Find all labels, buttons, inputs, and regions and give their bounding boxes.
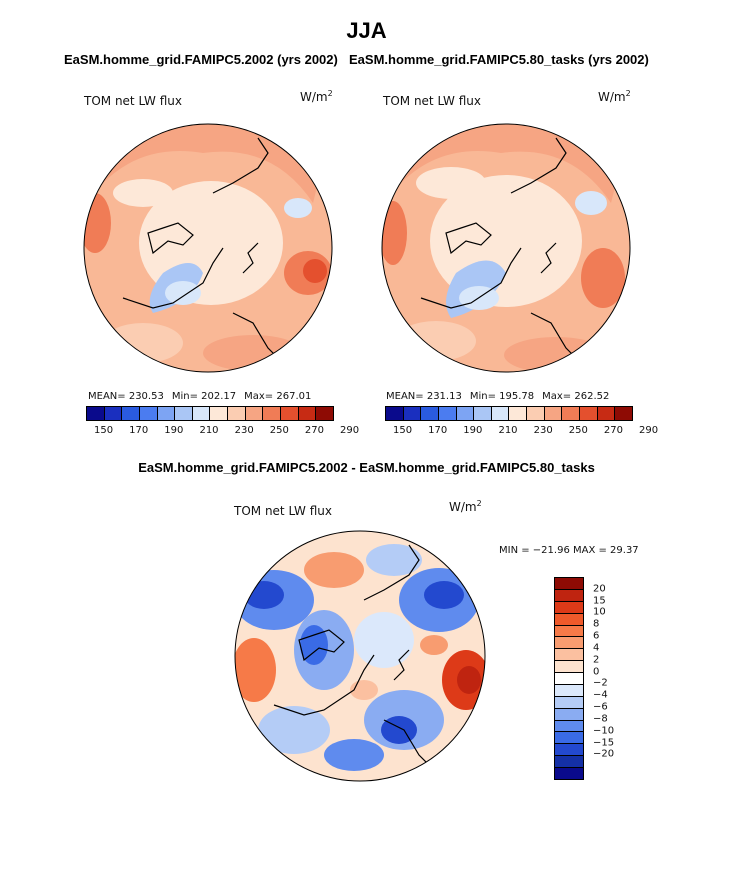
colorbar-swatch — [438, 407, 457, 420]
colorbar-tick-label: −2 — [593, 677, 608, 689]
colorbar-tick-label: 230 — [234, 425, 254, 436]
colorbar-swatch — [555, 649, 583, 662]
colorbar-swatch — [386, 407, 404, 420]
right-colorbar-ticks: 150 170 190 210 230 250 270 290 — [385, 425, 658, 437]
colorbar-swatch — [615, 407, 632, 420]
colorbar-tick-label: 250 — [269, 425, 289, 436]
colorbar-swatch — [555, 720, 583, 733]
colorbar-swatch — [122, 407, 140, 420]
colorbar-swatch — [175, 407, 193, 420]
colorbar-swatch — [555, 696, 583, 709]
colorbar-swatch — [491, 407, 510, 420]
colorbar-tick-label: 10 — [593, 606, 606, 618]
colorbar-tick-label: −4 — [593, 689, 608, 701]
colorbar-tick-label: −15 — [593, 737, 615, 749]
colorbar-swatch — [474, 407, 492, 420]
colorbar-swatch — [544, 407, 563, 420]
colorbar-swatch — [555, 589, 583, 602]
colorbar-swatch — [555, 661, 583, 673]
colorbar-tick-label: 290 — [340, 425, 360, 436]
colorbar-tick-label: 210 — [498, 425, 518, 436]
right-panel-title: EaSM.homme_grid.FAMIPC5.80_tasks (yrs 20… — [349, 52, 649, 67]
colorbar-swatch — [580, 407, 598, 420]
colorbar-tick-label: 170 — [428, 425, 448, 436]
colorbar-tick-label: 170 — [129, 425, 149, 436]
colorbar-swatch — [555, 625, 583, 638]
diff-field-label: TOM net LW flux — [234, 504, 332, 518]
colorbar-swatch — [555, 578, 583, 590]
left-stats: MEAN= 230.53 Min= 202.17 Max= 267.01 — [88, 391, 312, 402]
colorbar-swatch — [281, 407, 299, 420]
colorbar-tick-label: −20 — [593, 748, 615, 760]
colorbar-tick-label: 210 — [199, 425, 219, 436]
colorbar-swatch — [87, 407, 105, 420]
colorbar-swatch — [555, 756, 583, 768]
colorbar-tick-label: 190 — [164, 425, 184, 436]
colorbar-swatch — [562, 407, 581, 420]
colorbar-swatch — [316, 407, 333, 420]
colorbar-tick-label: −10 — [593, 725, 615, 737]
colorbar-swatch — [456, 407, 475, 420]
left-colorbar-ticks: 150 170 190 210 230 250 270 290 — [86, 425, 359, 437]
colorbar-tick-label: 270 — [603, 425, 623, 436]
colorbar-tick-label: −8 — [593, 713, 608, 725]
colorbar-tick-label: −6 — [593, 701, 608, 713]
colorbar-tick-label: 150 — [94, 425, 114, 436]
colorbar-swatch — [509, 407, 528, 420]
colorbar-swatch — [555, 613, 583, 626]
colorbar-swatch — [555, 708, 583, 721]
colorbar-swatch — [263, 407, 282, 420]
colorbar-swatch — [597, 407, 616, 420]
colorbar-tick-label: 190 — [463, 425, 483, 436]
colorbar-swatch — [555, 684, 583, 697]
colorbar-swatch — [228, 407, 246, 420]
colorbar-swatch — [192, 407, 211, 420]
left-field-label: TOM net LW flux — [84, 94, 182, 108]
colorbar-swatch — [104, 407, 123, 420]
colorbar-tick-label: 270 — [304, 425, 324, 436]
left-polar-map — [83, 123, 333, 373]
diff-units: W/m2 — [449, 499, 482, 514]
colorbar-swatch — [527, 407, 545, 420]
colorbar-swatch — [555, 732, 583, 745]
diff-panel-title: EaSM.homme_grid.FAMIPC5.2002 - EaSM.homm… — [138, 460, 595, 475]
colorbar-tick-label: 15 — [593, 595, 606, 607]
diff-minmax: MIN = −21.96 MAX = 29.37 — [499, 545, 639, 556]
colorbar-swatch — [555, 673, 583, 685]
colorbar-tick-label: 290 — [639, 425, 659, 436]
right-units: W/m2 — [598, 89, 631, 104]
colorbar-tick-label: 250 — [568, 425, 588, 436]
colorbar-tick-label: 2 — [593, 654, 600, 666]
colorbar-tick-label: 20 — [593, 583, 606, 595]
colorbar-tick-label: 8 — [593, 618, 600, 630]
colorbar-swatch — [298, 407, 317, 420]
colorbar-tick-label: 4 — [593, 642, 600, 654]
colorbar-tick-label: 150 — [393, 425, 413, 436]
colorbar-swatch — [210, 407, 229, 420]
colorbar-tick-label: 0 — [593, 666, 600, 678]
right-colorbar — [385, 406, 633, 421]
colorbar-tick-label: 6 — [593, 630, 600, 642]
diff-polar-map — [234, 530, 486, 782]
left-colorbar — [86, 406, 334, 421]
colorbar-swatch — [555, 768, 583, 779]
diff-colorbar — [554, 577, 584, 780]
colorbar-swatch — [139, 407, 158, 420]
colorbar-swatch — [245, 407, 264, 420]
colorbar-swatch — [555, 637, 583, 650]
left-units: W/m2 — [300, 89, 333, 104]
colorbar-swatch — [403, 407, 422, 420]
colorbar-swatch — [157, 407, 176, 420]
right-stats: MEAN= 231.13 Min= 195.78 Max= 262.52 — [386, 391, 610, 402]
diff-colorbar-ticks: 20 15 10 8 6 4 2 0 −2 −4 −6 −8 −10 −15 −20 — [593, 577, 623, 778]
colorbar-swatch — [555, 744, 583, 757]
left-panel-title: EaSM.homme_grid.FAMIPC5.2002 (yrs 2002) — [64, 52, 338, 67]
colorbar-swatch — [421, 407, 439, 420]
right-polar-map — [381, 123, 631, 373]
right-field-label: TOM net LW flux — [383, 94, 481, 108]
figure-title: JJA — [346, 18, 387, 43]
colorbar-tick-label: 230 — [533, 425, 553, 436]
colorbar-swatch — [555, 601, 583, 614]
